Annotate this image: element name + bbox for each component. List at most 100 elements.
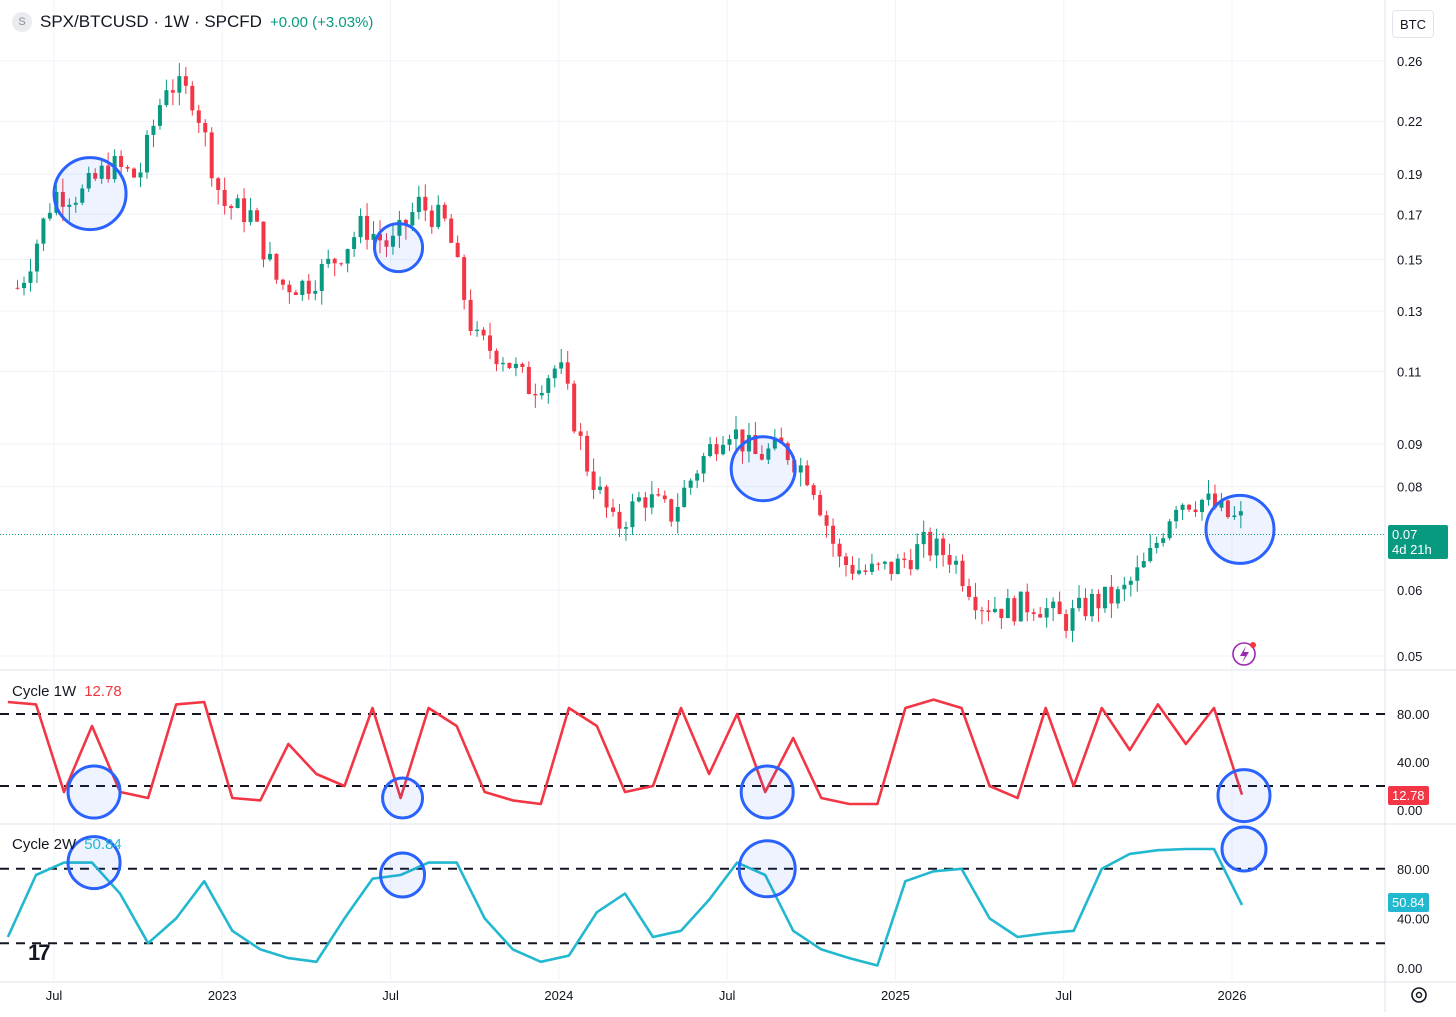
candle-body	[455, 242, 460, 258]
indicator-tick-label: 0.00	[1397, 961, 1422, 976]
time-tick-label: Jul	[1055, 988, 1072, 1003]
indicator-line	[6, 847, 1244, 967]
candle-body	[1212, 493, 1217, 508]
candle-body	[429, 210, 434, 227]
candle-body	[242, 198, 247, 223]
candle-body	[688, 480, 693, 488]
candle-body	[565, 362, 570, 384]
candle-body	[365, 215, 370, 240]
candle-body	[1128, 580, 1133, 585]
candle-body	[125, 166, 130, 169]
candle-body	[552, 368, 557, 379]
price-tick-label: 0.15	[1397, 252, 1422, 267]
candle-body	[1038, 614, 1043, 618]
candle-body	[1064, 614, 1069, 631]
candle-body	[183, 76, 188, 86]
candle-body	[746, 434, 751, 452]
candle-body	[1070, 608, 1075, 631]
candle-body	[371, 233, 376, 240]
candle-body	[915, 544, 920, 570]
candle-body	[714, 444, 719, 455]
candle-body	[779, 437, 784, 444]
candle-body	[1089, 593, 1094, 617]
candle-body	[15, 287, 20, 289]
candle-body	[319, 263, 324, 291]
candle-body	[675, 507, 680, 522]
candle-body	[423, 196, 428, 211]
candle-body	[1225, 500, 1230, 518]
candle-body	[876, 563, 881, 565]
candle-body	[850, 565, 855, 574]
price-tick-label: 0.22	[1397, 114, 1422, 129]
candle-body	[462, 257, 467, 300]
candle-body	[22, 282, 27, 289]
candle-body	[1200, 499, 1205, 513]
candle-body	[177, 76, 182, 93]
candle-body	[882, 561, 887, 564]
candle-body	[119, 155, 124, 167]
candle-body	[708, 444, 713, 456]
candle-body	[1135, 567, 1140, 581]
candle-body	[1193, 509, 1198, 513]
candle-body	[300, 280, 305, 296]
time-tick-label: 2023	[208, 988, 237, 1003]
candle-body	[811, 485, 816, 495]
indicator-tick-label: 40.00	[1397, 911, 1430, 926]
candle-body	[339, 263, 344, 265]
candle-body	[377, 233, 382, 241]
indicator-tick-label: 80.00	[1397, 707, 1430, 722]
candle-body	[546, 378, 551, 393]
candle-body	[649, 494, 654, 508]
candle-body	[1238, 511, 1243, 516]
candle-body	[856, 570, 861, 574]
highlight-circle	[1216, 768, 1272, 824]
candle-body	[28, 271, 33, 283]
candle-body	[332, 258, 337, 264]
indicator1-legend[interactable]: Cycle 1W 12.78	[12, 683, 122, 700]
candle-body	[669, 499, 674, 522]
candle-body	[947, 555, 952, 565]
tradingview-logo-icon[interactable]: 17	[28, 940, 51, 965]
candle-body	[630, 501, 635, 528]
candle-body	[656, 494, 661, 496]
candle-body	[261, 221, 266, 260]
candle-body	[235, 198, 240, 209]
candle-body	[41, 218, 46, 244]
symbol-title[interactable]: SPX/BTCUSD · 1W · SPCFD	[40, 12, 262, 31]
indicator1-current-label: 12.78	[1388, 786, 1429, 805]
candle-body	[986, 610, 991, 612]
candle-body	[643, 497, 648, 508]
candle-body	[572, 383, 577, 432]
highlight-circle	[1204, 493, 1276, 565]
highlight-circle	[729, 435, 797, 503]
candle-body	[60, 191, 65, 207]
candle-body	[196, 110, 201, 123]
time-tick-label: 2026	[1218, 988, 1247, 1003]
candle-body	[954, 560, 959, 565]
candle-body	[889, 561, 894, 575]
highlight-circle	[739, 764, 795, 820]
currency-scale-button[interactable]: BTC	[1392, 10, 1434, 38]
indicator2-legend[interactable]: Cycle 2W 50.84	[12, 836, 122, 853]
gear-icon	[1415, 991, 1423, 999]
symbol-icon[interactable]: S	[12, 12, 32, 32]
candle-body	[837, 543, 842, 557]
candle-body	[559, 362, 564, 369]
candle-body	[73, 202, 78, 205]
candle-body	[591, 471, 596, 490]
candle-body	[701, 455, 706, 474]
candle-body	[908, 560, 913, 570]
highlight-circle	[1220, 825, 1268, 873]
lightning-icon	[1232, 642, 1256, 666]
gear-icon	[1411, 987, 1427, 1003]
candle-body	[106, 165, 111, 180]
candle-body	[468, 299, 473, 332]
candle-body	[1031, 612, 1036, 615]
current-price: 0.07	[1392, 526, 1418, 542]
candle-body	[973, 596, 978, 611]
price-tick-label: 0.08	[1397, 479, 1422, 494]
candle-body	[934, 538, 939, 556]
indicator-tick-label: 80.00	[1397, 862, 1430, 877]
